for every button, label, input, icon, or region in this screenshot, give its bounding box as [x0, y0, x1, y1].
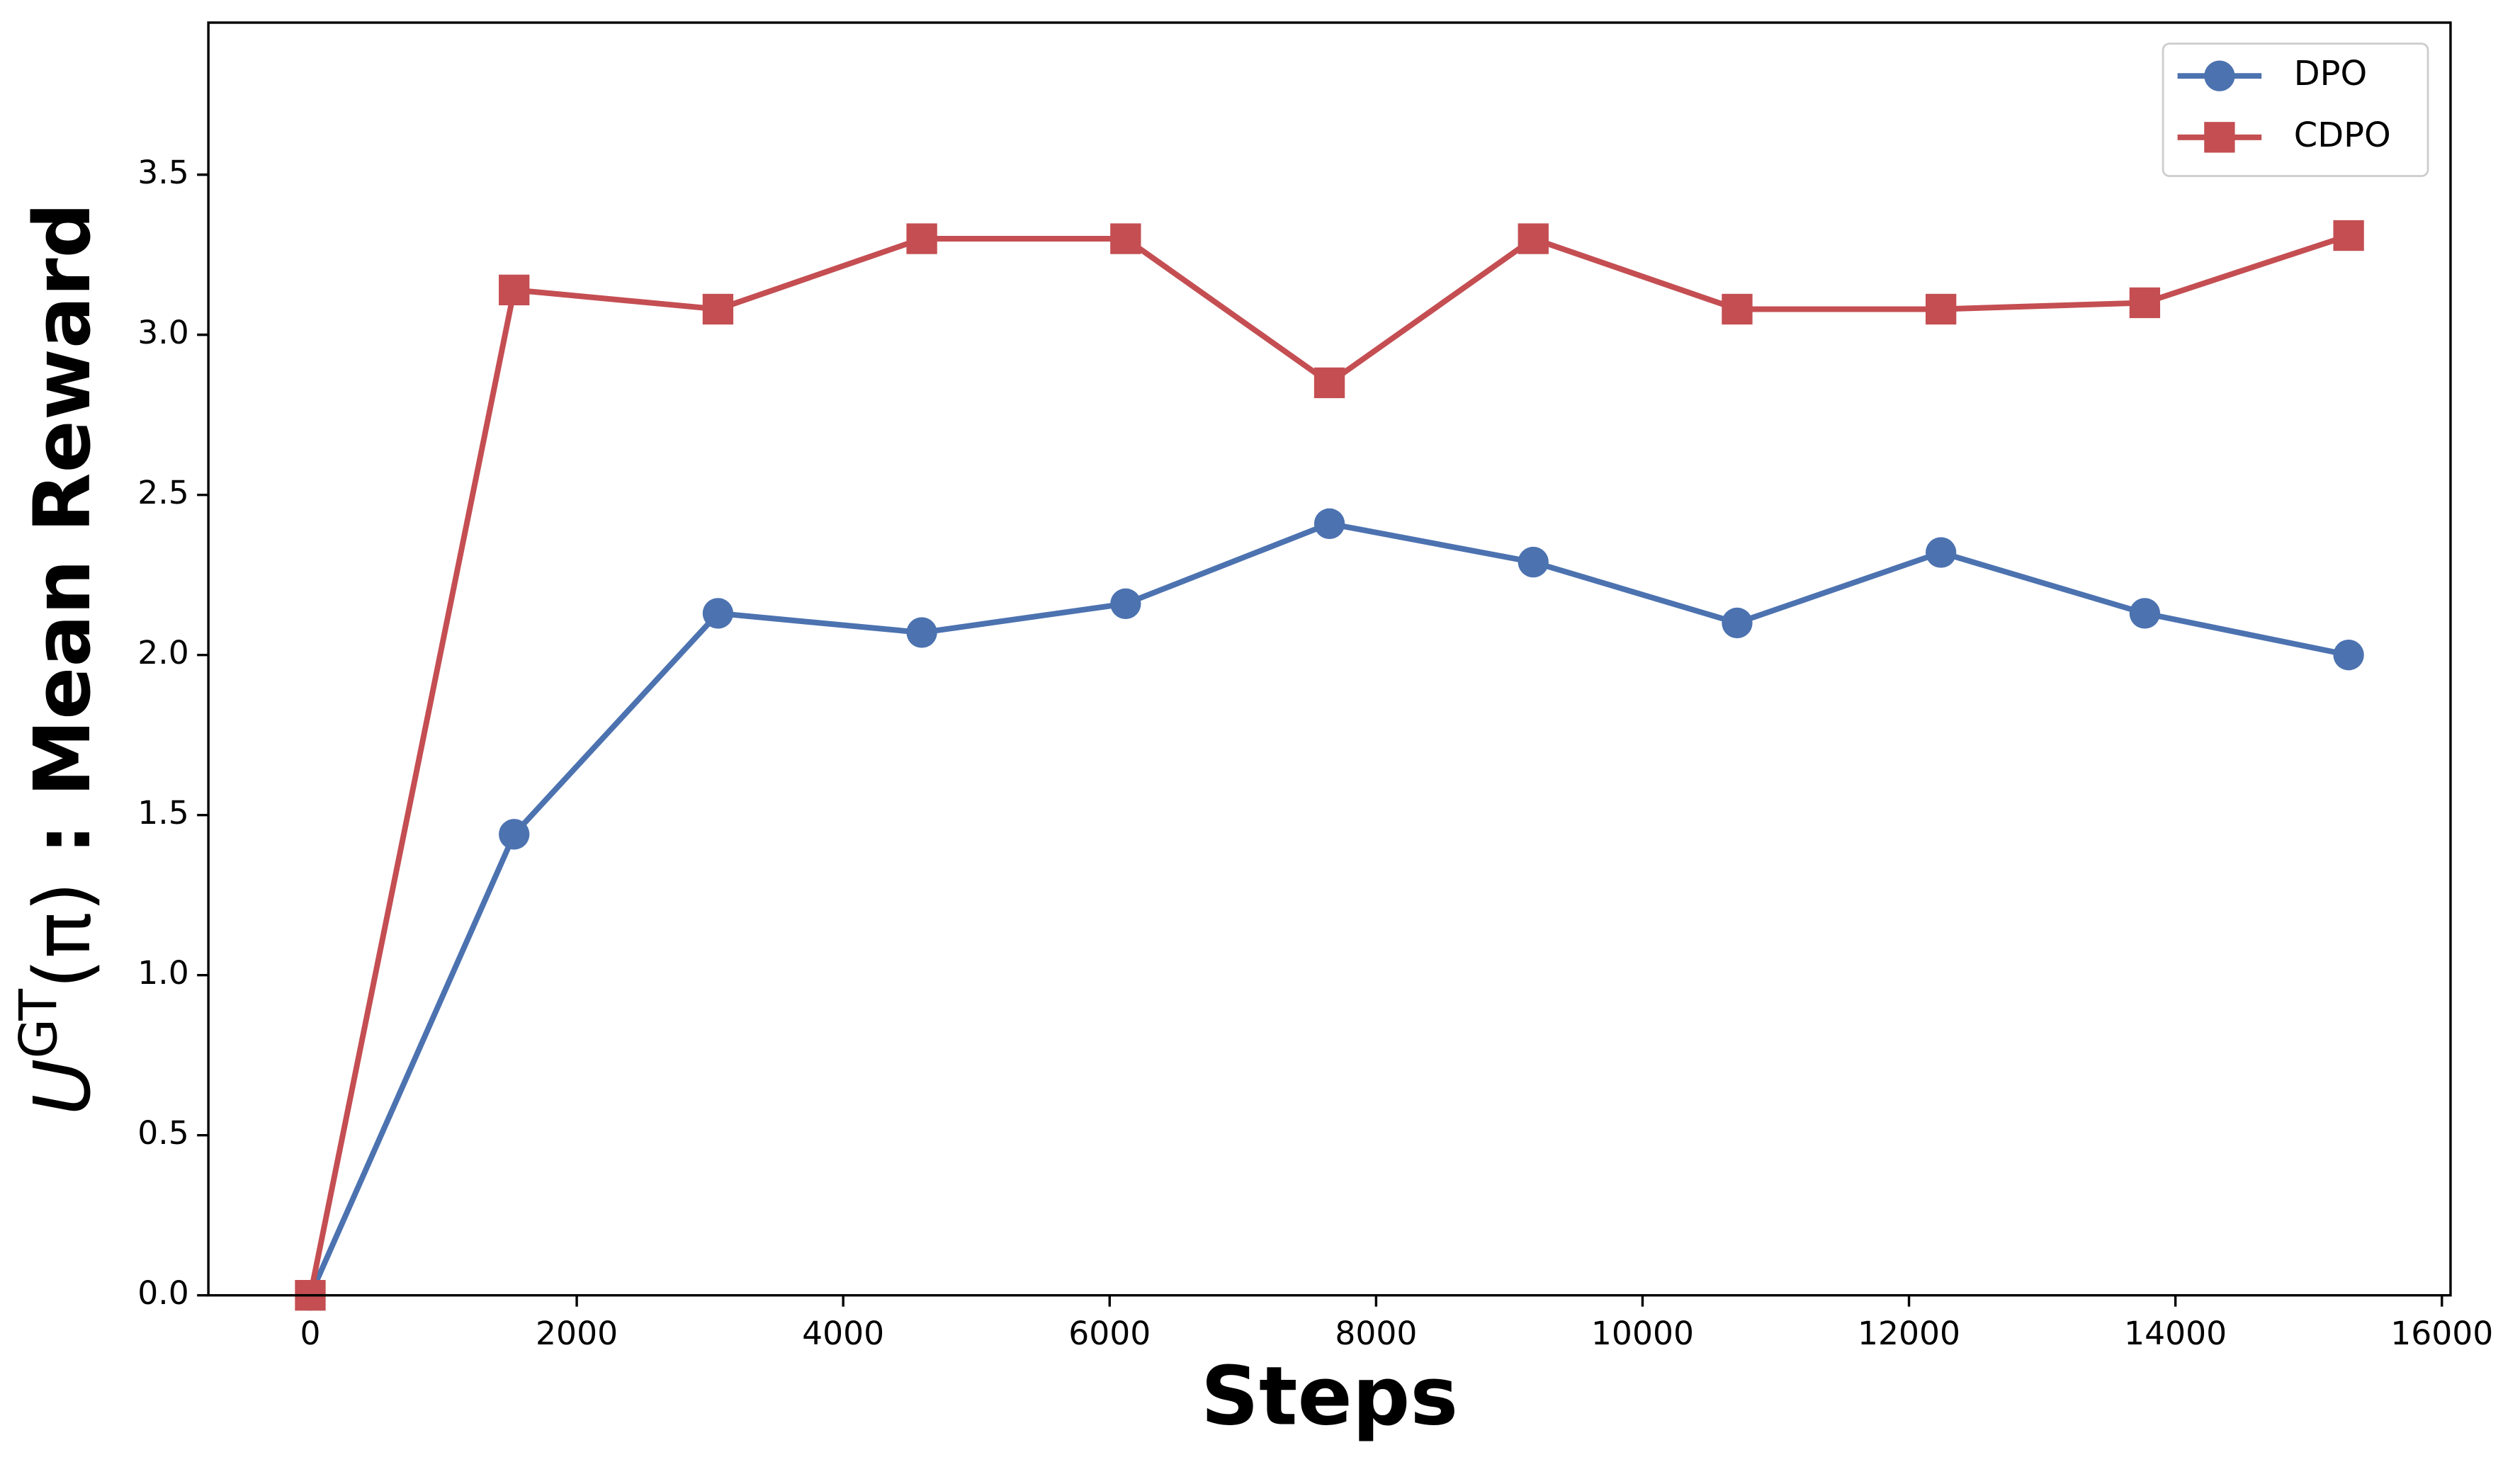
- y-label-symbol: U: [17, 1058, 108, 1115]
- data-point: [2129, 598, 2161, 629]
- data-point: [2333, 220, 2364, 251]
- x-tick-label: 10000: [1591, 1315, 1694, 1352]
- y-tick-label: 3.0: [137, 314, 189, 351]
- data-point: [1313, 508, 1345, 539]
- plot-frame: [207, 21, 2452, 1297]
- y-axis-label: UGT(π) : Mean Reward: [9, 203, 107, 1116]
- data-point: [1722, 293, 1753, 325]
- data-point: [702, 598, 734, 629]
- data-point: [906, 617, 937, 648]
- legend: DPO CDPO: [2162, 42, 2429, 177]
- x-axis-label: Steps: [1201, 1349, 1458, 1443]
- legend-label: DPO: [2294, 55, 2367, 94]
- data-point: [2129, 287, 2161, 319]
- data-point: [2333, 639, 2364, 671]
- series-line: [307, 521, 2349, 1297]
- data-point: [1926, 537, 1957, 568]
- y-tick-label: 3.5: [137, 154, 189, 191]
- legend-marker: [2204, 122, 2235, 153]
- x-tick-label: 4000: [802, 1315, 884, 1352]
- y-tick-label: 1.0: [137, 954, 189, 992]
- y-tick-label: 0.0: [137, 1274, 189, 1312]
- x-tick-label: 16000: [2390, 1315, 2493, 1352]
- x-tick-label: 14000: [2124, 1315, 2227, 1352]
- data-point: [499, 819, 530, 850]
- y-tick-label: 0.5: [137, 1114, 189, 1152]
- y-label-argument: (π): [17, 882, 108, 989]
- y-label-text: : Mean Reward: [17, 203, 108, 882]
- legend-marker: [2204, 60, 2235, 91]
- data-point: [1313, 367, 1345, 399]
- x-tick-label: 0: [300, 1315, 320, 1352]
- data-point: [499, 274, 530, 306]
- data-point: [1110, 223, 1141, 254]
- x-tick-label: 2000: [536, 1315, 618, 1352]
- data-point: [1518, 546, 1549, 578]
- data-point: [702, 293, 734, 325]
- y-tick-label: 2.0: [137, 634, 189, 672]
- legend-label: CDPO: [2294, 116, 2391, 155]
- x-tick-label: 8000: [1335, 1315, 1417, 1352]
- y-tick-label: 2.5: [137, 474, 189, 511]
- x-tick-label: 12000: [1858, 1315, 1960, 1352]
- y-label-superscript: GT: [9, 989, 69, 1059]
- data-point: [1926, 293, 1957, 325]
- data-point: [906, 223, 937, 254]
- data-point: [1110, 588, 1141, 619]
- data-point: [1518, 223, 1549, 254]
- x-tick-label: 6000: [1068, 1315, 1151, 1352]
- y-tick-label: 1.5: [137, 794, 189, 832]
- data-point: [1722, 607, 1753, 639]
